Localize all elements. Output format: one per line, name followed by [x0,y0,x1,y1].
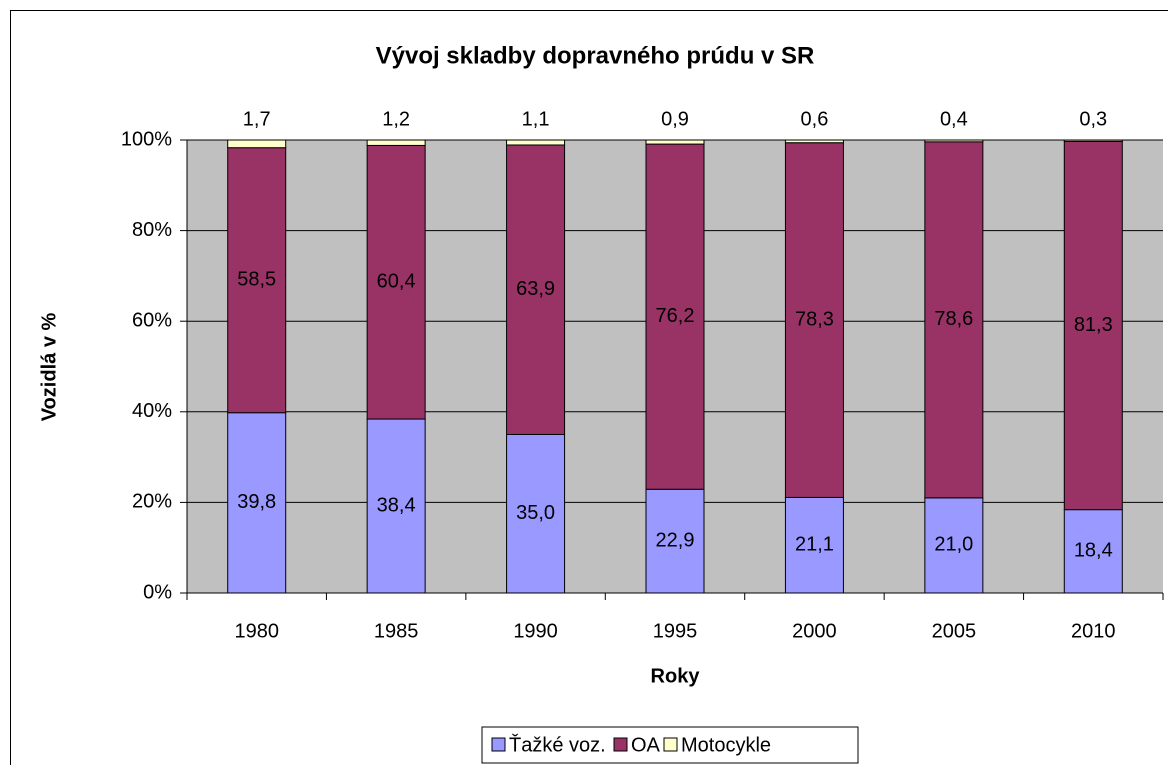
data-label: 0,9 [661,108,689,130]
data-label: 78,6 [934,308,973,330]
bar-segment [366,418,426,594]
x-tick-label: 2010 [1071,620,1116,642]
data-label: 21,0 [934,534,973,556]
y-tick-label: 80% [132,219,172,241]
bar-segment [924,497,984,594]
bar-segment [784,139,844,144]
bar-segment [924,141,984,499]
x-tick-label: 1985 [374,620,419,642]
legend-swatch [613,737,628,752]
bar-segment [784,142,844,498]
data-label: 39,8 [237,491,276,513]
y-axis-label: Vozidlá v % [38,313,60,422]
data-label: 58,5 [237,268,276,290]
data-label: 63,9 [516,278,555,300]
legend-label: Ťažké voz. [509,733,606,756]
bar-segment [506,139,566,146]
bar-segment [506,433,566,594]
x-tick-label: 2005 [932,620,977,642]
bar-segment [645,488,705,594]
x-tick-label: 1990 [513,620,558,642]
y-tick-label: 20% [132,491,172,513]
legend-label: Motocykle [681,734,771,756]
x-tick-label: 1980 [234,620,279,642]
legend-swatch [663,737,678,752]
bar-segment [506,144,566,435]
bar-segment [366,144,426,420]
y-tick-label: 40% [132,400,172,422]
legend-swatch [491,737,506,752]
x-tick-label: 1995 [653,620,698,642]
data-label: 81,3 [1074,314,1113,336]
data-label: 18,4 [1074,540,1113,562]
data-label: 1,2 [382,108,410,130]
y-tick-label: 100% [121,128,172,150]
bar-segment [1063,509,1123,594]
legend-label: OA [631,734,661,756]
bar-segment [645,143,705,490]
data-label: 35,0 [516,502,555,524]
data-label: 38,4 [377,494,416,516]
x-tick-label: 2000 [792,620,837,642]
bar-segment [924,139,984,143]
data-label: 0,6 [801,108,829,130]
bar-segment [1063,140,1123,511]
bar-segment [227,412,287,594]
data-label: 76,2 [656,305,695,327]
data-label: 22,9 [656,529,695,551]
data-label: 78,3 [795,308,834,330]
chart-title: Vývoj skladby dopravného prúdu v SR [376,42,815,69]
bar-segment [366,139,426,146]
bar-segment [227,139,287,149]
data-label: 0,3 [1079,108,1107,130]
data-label: 60,4 [377,271,416,293]
data-label: 21,1 [795,533,834,555]
y-tick-label: 60% [132,309,172,331]
data-label: 1,1 [522,108,550,130]
data-label: 1,7 [243,108,271,130]
bar-segment [1063,139,1123,142]
bar-segment [645,139,705,145]
bar-segment [784,496,844,594]
bar-segment [227,147,287,414]
x-axis-label: Roky [651,665,701,687]
data-label: 0,4 [940,108,968,130]
y-tick-label: 0% [143,581,172,603]
